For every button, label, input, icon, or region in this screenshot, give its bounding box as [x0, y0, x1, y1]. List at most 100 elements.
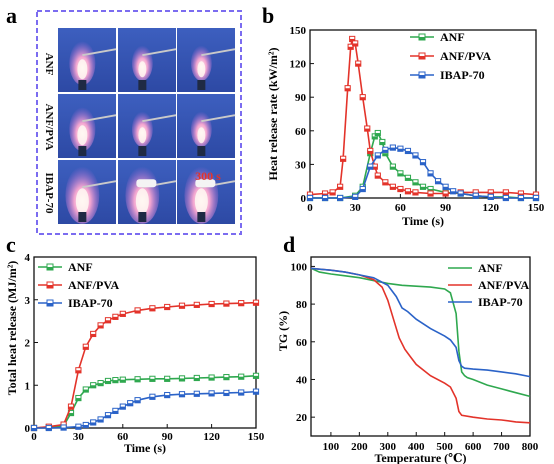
legend-marker-fill: [419, 75, 425, 78]
data-point: [457, 190, 464, 197]
marker-fill: [209, 304, 215, 307]
data-point: [306, 194, 314, 202]
marker-fill: [149, 308, 155, 311]
marker-fill: [427, 173, 434, 176]
marker-fill: [330, 192, 336, 195]
marker-fill: [238, 392, 244, 396]
panel-label-c: c: [6, 232, 16, 257]
plot-frame: [310, 256, 531, 437]
x-tick-label: 30: [73, 431, 85, 443]
x-tick-label: 400: [408, 441, 425, 453]
legend-label: ANF/PVA: [68, 278, 119, 292]
data-point: [364, 125, 371, 132]
burner: [78, 146, 87, 156]
marker-fill: [209, 393, 215, 396]
marker-fill: [105, 380, 111, 384]
photo-cell: [177, 94, 236, 158]
data-point: [119, 310, 126, 317]
marker-fill: [105, 320, 111, 323]
legend-label: ANF/PVA: [478, 278, 529, 292]
marker-fill: [443, 193, 449, 197]
panel-label-b: b: [262, 3, 274, 28]
data-point: [389, 183, 396, 190]
photo-cell: [177, 28, 236, 92]
x-tick-label: 800: [522, 441, 539, 453]
marker-fill: [322, 198, 328, 201]
marker-fill: [412, 182, 419, 185]
data-point: [223, 300, 230, 307]
marker-fill: [427, 193, 434, 197]
chart-total-heat-release: 0 30 60 90 120 150 0 1 2 3 4 Time (s) Total heat rel…: [5, 252, 265, 455]
marker-fill: [503, 192, 509, 195]
data-point: [442, 183, 449, 190]
flame-core: [138, 61, 147, 78]
flame-core: [194, 188, 208, 215]
data-point: [178, 302, 186, 309]
data-point: [90, 382, 97, 389]
y-tick-label: 90: [295, 92, 307, 104]
photo-time-120s: 120 s: [136, 16, 160, 28]
marker-fill: [194, 393, 200, 397]
data-point: [252, 372, 260, 379]
photo-row-label-ibap70: IBAP-70: [43, 173, 55, 214]
y-tick-label: 60: [295, 126, 307, 138]
data-point: [164, 303, 171, 311]
marker-fill: [348, 46, 354, 50]
marker-fill: [238, 303, 244, 306]
burner: [138, 80, 147, 90]
data-point: [30, 424, 38, 432]
y-tick-label: 20: [296, 412, 308, 424]
tweezer: [82, 114, 117, 123]
marker-fill: [382, 149, 388, 153]
data-point: [355, 60, 362, 67]
marker-fill: [209, 377, 215, 381]
x-tick-label: 200: [351, 441, 368, 453]
marker-fill: [179, 378, 185, 382]
flame-core: [135, 188, 149, 215]
x-tick-label: 150: [248, 431, 265, 443]
marker-fill: [179, 305, 185, 309]
data-point: [502, 194, 509, 202]
data-point: [389, 144, 396, 151]
marker-fill: [375, 175, 381, 179]
flame-core: [197, 127, 206, 144]
marker-fill: [473, 195, 479, 199]
flame-core: [138, 127, 147, 144]
x-tick-label: 700: [493, 441, 510, 453]
y-tick-label: 80: [296, 299, 308, 311]
data-point: [193, 374, 200, 382]
data-point: [374, 172, 381, 179]
marker-fill: [83, 425, 89, 428]
marker-fill: [75, 398, 81, 401]
data-point: [321, 194, 329, 202]
marker-fill: [194, 377, 200, 381]
marker-fill: [75, 370, 81, 373]
marker-fill: [253, 302, 259, 306]
data-point: [352, 40, 359, 47]
data-point: [397, 170, 404, 177]
marker-fill: [372, 166, 378, 170]
legend-label: IBAP-70: [68, 296, 113, 310]
data-point: [119, 376, 126, 383]
data-point: [149, 393, 156, 400]
marker-fill: [179, 394, 185, 397]
legend-label: IBAP-70: [440, 68, 485, 82]
y-tick-label: 150: [290, 25, 307, 37]
data-point: [208, 300, 215, 308]
series-line-anf: [310, 267, 531, 398]
marker-fill: [83, 389, 89, 393]
burner: [197, 212, 206, 222]
data-point: [112, 407, 119, 414]
data-point: [134, 397, 141, 404]
marker-fill: [68, 406, 74, 410]
burner: [138, 146, 147, 156]
marker-fill: [443, 186, 449, 190]
marker-fill: [164, 378, 170, 382]
marker-fill: [223, 392, 229, 396]
photo-cell: [118, 94, 177, 158]
data-point: [412, 179, 419, 186]
flame-core: [197, 61, 206, 78]
chart-heat-release-rate: 0 30 60 90 120 150 0 30 60 90 120 150 Time (s) Heat r…: [266, 25, 545, 228]
marker-fill: [488, 192, 494, 195]
